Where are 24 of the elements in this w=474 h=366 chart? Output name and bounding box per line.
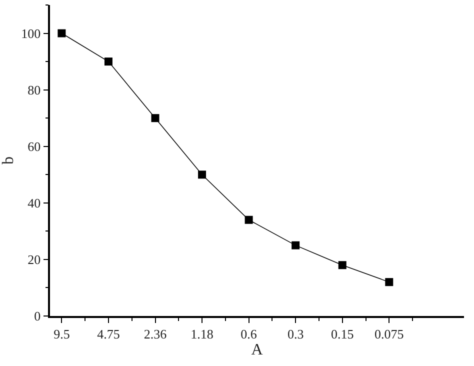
x-tick-label: 4.75 [97,326,120,342]
point [292,241,300,250]
x-tick-label: 0.075 [374,326,404,342]
point [104,58,112,66]
y-tick-label: 60 [28,138,41,154]
x-tick-label: 2.36 [144,326,168,342]
point [385,278,394,286]
point [151,114,160,122]
x-tick-label: 9.5 [54,326,70,342]
point [338,261,346,270]
y-tick-label: 80 [28,82,41,98]
point [58,29,66,38]
y-tick-label: 40 [28,195,41,210]
y-tick-label: 20 [28,252,41,267]
y-tick-label: 0 [34,308,41,324]
x-tick-label: 1.18 [190,326,214,342]
point [198,170,206,179]
point [244,216,253,224]
y-tick-label: 100 [21,26,41,41]
x-axis-title: A [251,341,264,358]
x-tick-label: 0.3 [287,326,304,342]
x-tick-label: 0.15 [330,326,354,342]
x-tick-label: 0.6 [240,326,258,342]
y-axis-title: b [0,156,17,164]
